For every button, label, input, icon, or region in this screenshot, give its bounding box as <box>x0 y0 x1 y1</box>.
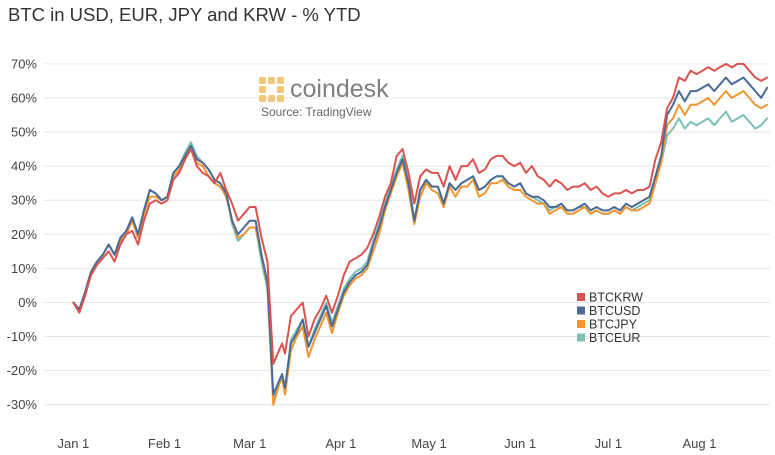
x-tick-label: Feb 1 <box>148 436 181 451</box>
logo-dot <box>259 86 266 93</box>
y-tick-label: 50% <box>11 125 37 140</box>
legend-swatch <box>577 293 585 301</box>
coindesk-logo-icon <box>259 77 284 102</box>
x-tick-label: May 1 <box>411 436 446 451</box>
y-tick-label: 20% <box>11 227 37 242</box>
series-line-btckrw <box>72 62 769 365</box>
x-tick-label: Jul 1 <box>595 436 622 451</box>
y-tick-label: -30% <box>7 397 38 412</box>
series-lines <box>72 62 769 406</box>
legend-label: BTCUSD <box>589 304 640 318</box>
legend-label: BTCEUR <box>589 331 640 345</box>
logo-dot <box>259 95 266 102</box>
y-tick-label: 60% <box>11 90 37 105</box>
logo-source-text: Source: TradingView <box>261 105 372 119</box>
y-tick-label: 30% <box>11 193 37 208</box>
logo-dot <box>268 95 275 102</box>
x-tick-label: Jan 1 <box>57 436 89 451</box>
logo-wordmark: coindesk <box>290 75 389 103</box>
logo-dot <box>277 77 284 84</box>
legend-label: BTCJPY <box>589 318 638 332</box>
chart-title: BTC in USD, EUR, JPY and KRW - % YTD <box>8 4 361 25</box>
x-tick-label: Mar 1 <box>233 436 266 451</box>
logo-dot <box>268 77 275 84</box>
axis-ticks: 70% 60% 50% 40% 30% 20% 10% 0% -10% -20% -30% Jan 1… <box>7 56 717 451</box>
y-tick-label: 70% <box>11 56 37 71</box>
legend-swatch <box>577 333 585 342</box>
y-tick-label: 0% <box>18 295 37 310</box>
series-line-btcusd <box>72 76 769 396</box>
x-tick-label: Jun 1 <box>504 436 536 451</box>
y-tick-label: 40% <box>11 159 37 174</box>
coindesk-logo: coindesk Source: TradingView <box>259 75 389 119</box>
y-tick-label: -10% <box>7 329 38 344</box>
y-tick-label: 10% <box>11 261 37 276</box>
legend-swatch <box>577 320 585 328</box>
y-tick-label: -20% <box>7 363 38 378</box>
logo-dot <box>259 77 266 84</box>
logo-dot <box>277 86 284 93</box>
legend-swatch <box>577 306 585 315</box>
legend-label: BTCKRW <box>589 291 643 305</box>
x-tick-label: Apr 1 <box>325 436 356 451</box>
gridlines <box>44 63 770 406</box>
logo-dot <box>277 95 284 102</box>
x-tick-label: Aug 1 <box>682 436 716 451</box>
